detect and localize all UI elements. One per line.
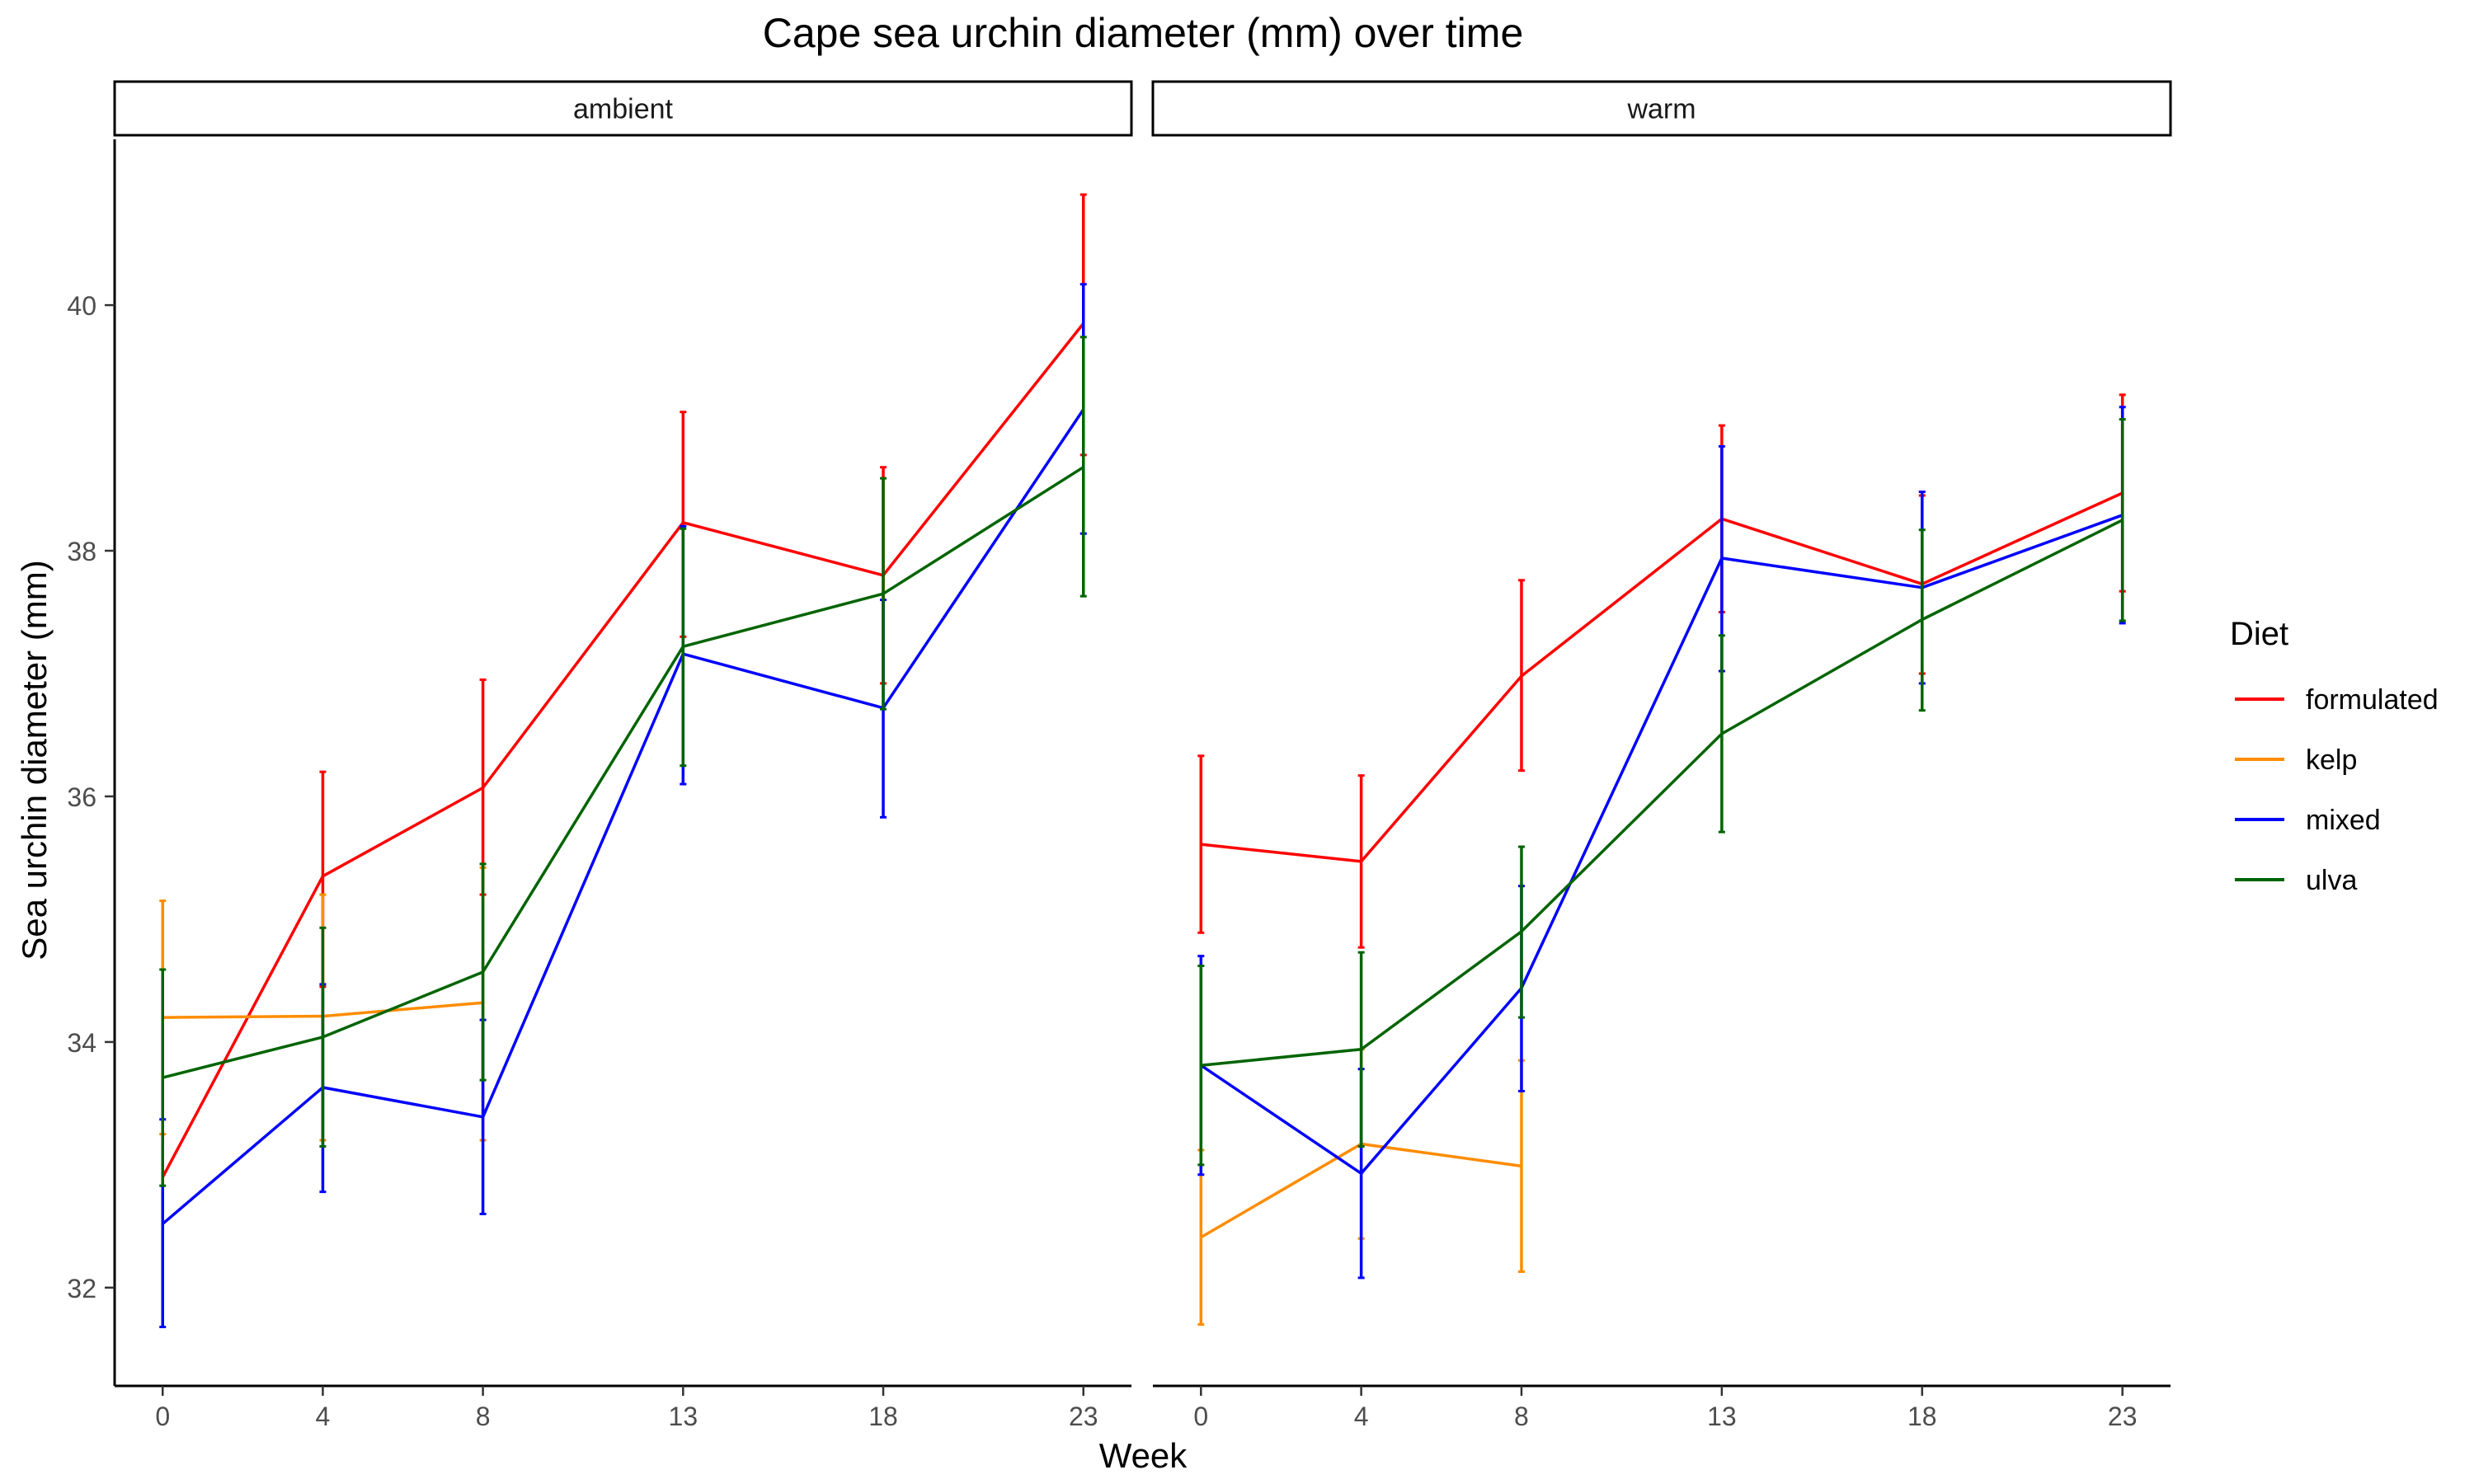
series-line <box>162 466 1084 1079</box>
facet-strip <box>1151 80 2172 137</box>
panel-warm: warm 0 4 8 13 18 23 <box>1151 80 2172 1431</box>
x-tick-label: 23 <box>1069 1402 1098 1431</box>
x-tick-label: 4 <box>1354 1402 1369 1431</box>
facet-strip-label: ambient <box>573 94 674 125</box>
series-line <box>162 408 1085 1225</box>
series-line <box>1201 491 2124 863</box>
x-tick-label: 0 <box>1193 1402 1208 1431</box>
legend-label-formulated: formulated <box>2306 684 2439 716</box>
series-mixed <box>159 283 1087 1328</box>
legend: Diet formulated kelp mixed ulva <box>2230 616 2439 896</box>
y-tick-label: 32 <box>67 1274 96 1303</box>
x-tick-label: 4 <box>316 1402 331 1431</box>
y-tick-label: 40 <box>67 291 96 321</box>
facet-strip <box>113 80 1133 137</box>
y-axis-label: Sea urchin diameter (mm) <box>15 560 54 960</box>
y-tick-label: 38 <box>67 537 96 566</box>
series-formulated <box>161 193 1087 1178</box>
x-axis-label: Week <box>1099 1436 1188 1475</box>
series-line <box>1200 514 2124 1176</box>
x-tick-label: 13 <box>1707 1402 1737 1431</box>
series-ulva <box>1197 418 2126 1167</box>
facet-panels: ambient 32 34 36 38 40 0 4 8 13 18 23 warm 0 4 8 13 18 23 <box>67 80 2172 1431</box>
x-tick-label: 23 <box>2108 1402 2138 1431</box>
legend-label-ulva: ulva <box>2306 865 2357 896</box>
panel-ambient: ambient 32 34 36 38 40 0 4 8 13 18 23 <box>67 80 1133 1431</box>
x-tick-label: 18 <box>1907 1402 1937 1431</box>
series-mixed <box>1197 406 2126 1280</box>
series-line <box>1201 519 2124 1067</box>
x-tick-label: 18 <box>868 1402 898 1431</box>
series-line <box>161 322 1085 1178</box>
legend-label-kelp: kelp <box>2306 744 2357 776</box>
x-tick-label: 0 <box>155 1402 170 1431</box>
x-tick-label: 13 <box>669 1402 698 1431</box>
x-tick-label: 8 <box>476 1402 491 1431</box>
legend-title: Diet <box>2230 616 2288 652</box>
y-tick-label: 36 <box>67 782 96 812</box>
series-formulated <box>1197 393 2126 949</box>
x-tick-label: 8 <box>1514 1402 1529 1431</box>
facet-strip-label: warm <box>1626 94 1696 125</box>
y-tick-label: 34 <box>67 1028 96 1058</box>
series-ulva <box>159 336 1087 1187</box>
chart-title: Cape sea urchin diameter (mm) over time <box>763 10 1524 56</box>
legend-label-mixed: mixed <box>2306 805 2381 836</box>
